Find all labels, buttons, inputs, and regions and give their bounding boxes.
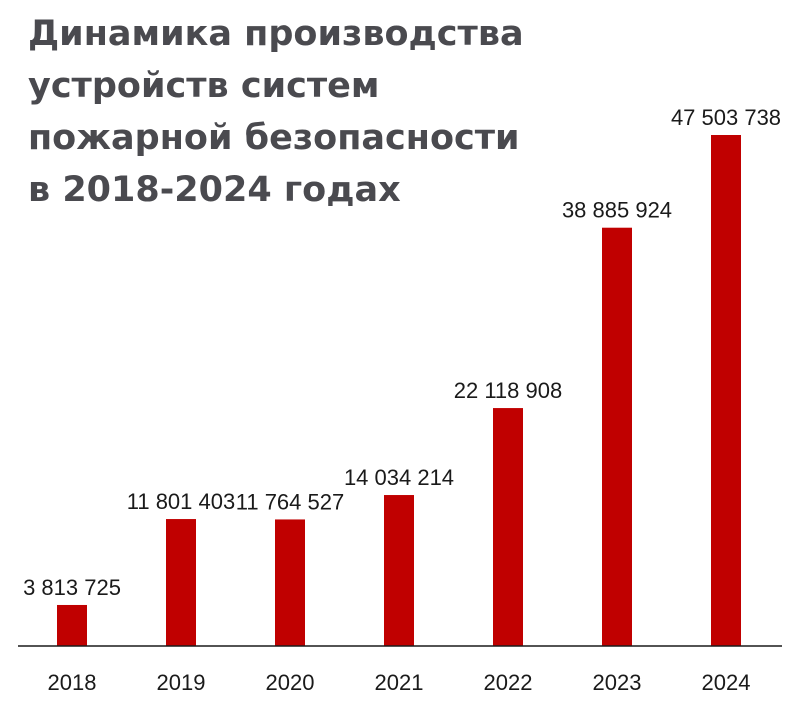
x-tick-label-2021: 2021 [375, 670, 424, 695]
value-label-2024: 47 503 738 [671, 105, 781, 130]
x-tick-label-2022: 2022 [484, 670, 533, 695]
x-tick-label-group: 2018 2019 2020 2021 2022 2023 2024 [48, 670, 751, 695]
x-tick-label-2019: 2019 [157, 670, 206, 695]
x-tick-label-2024: 2024 [702, 670, 751, 695]
chart-title-line-4: в 2018-2024 годах [28, 170, 401, 210]
value-label-2019: 11 801 403 [127, 489, 235, 514]
x-tick-label-2018: 2018 [48, 670, 97, 695]
value-label-2018: 3 813 725 [23, 575, 121, 600]
chart-title-line-3: пожарной безопасности [28, 118, 520, 158]
bar-2024 [711, 135, 741, 646]
value-label-2023: 38 885 924 [562, 198, 672, 223]
bar-2019 [166, 519, 196, 646]
chart-title-line-2: устройств систем [28, 66, 380, 106]
value-label-2021: 14 034 214 [344, 465, 454, 490]
value-label-2022: 22 118 908 [454, 378, 562, 403]
bar-2021 [384, 495, 414, 646]
bar-2022 [493, 408, 523, 646]
chart-title: Динамика производства устройств систем п… [28, 8, 548, 216]
bar-2018 [57, 604, 87, 646]
bar-group [57, 135, 741, 646]
chart-title-line-1: Динамика производства [28, 14, 524, 54]
x-tick-label-2023: 2023 [593, 670, 642, 695]
bar-2023 [602, 227, 632, 646]
value-label-2020: 11 764 527 [236, 489, 344, 514]
bar-2020 [275, 519, 305, 646]
x-tick-label-2020: 2020 [266, 670, 315, 695]
